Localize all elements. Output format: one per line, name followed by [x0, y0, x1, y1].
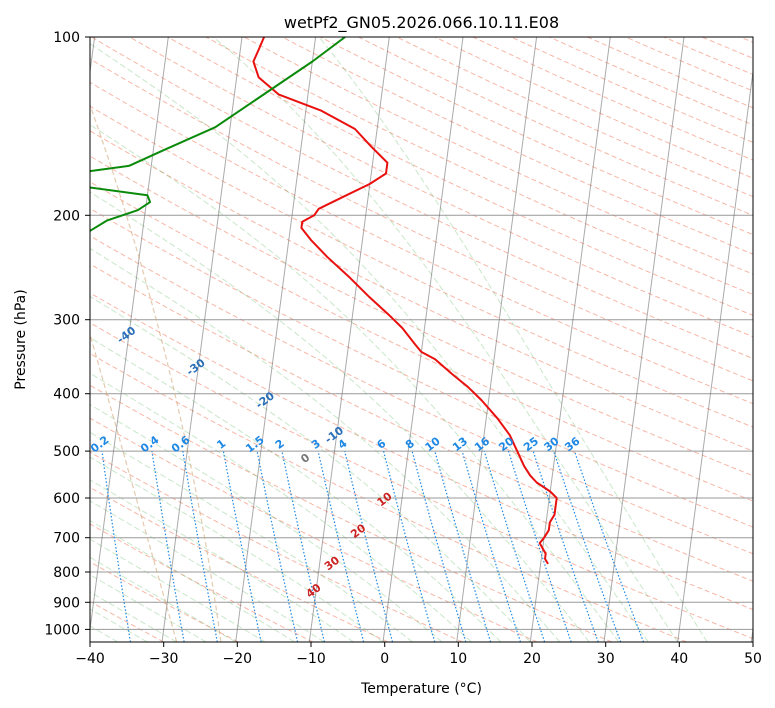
moist-adiabat — [90, 124, 620, 642]
temperature-profile — [252, 37, 558, 565]
dry-adiabat — [358, 37, 753, 216]
isotherm-gridline — [603, 37, 685, 642]
isotherm-gridline — [235, 37, 317, 642]
mixing-ratio-line — [483, 450, 546, 642]
y-tick-label: 500 — [53, 444, 80, 460]
moist-adiabat — [90, 247, 561, 642]
x-tick-label: 30 — [597, 651, 615, 667]
mixing-ratio-line — [383, 450, 436, 642]
mixing-ratio-line — [281, 450, 325, 642]
dry-adiabat — [90, 292, 753, 611]
moist-adiabat — [90, 556, 236, 642]
moist-adiabat — [90, 43, 649, 642]
dry-adiabat — [472, 37, 753, 161]
isotherm-gridline — [677, 68, 753, 642]
mixing-ratio-line — [553, 450, 622, 642]
y-tick-label: 400 — [53, 387, 80, 403]
y-tick-label: 600 — [53, 491, 80, 507]
moist-adiabat — [90, 456, 384, 642]
x-tick-label: −20 — [223, 651, 253, 667]
y-axis: 1000 900 800 700 600 500 400 300 200 100 — [44, 30, 90, 638]
moist-adiabat — [90, 479, 354, 642]
dry-adiabat — [282, 37, 753, 255]
moist-adiabat — [318, 37, 708, 642]
mixing-ratio-line — [317, 450, 365, 642]
dry-adiabat — [90, 523, 314, 642]
x-tick-label: −10 — [296, 651, 326, 667]
x-axis-label: Temperature (°C) — [360, 681, 482, 697]
mixing-ratio-line — [461, 450, 522, 642]
dry-adiabat — [90, 486, 388, 642]
dry-adiabat — [90, 81, 753, 405]
isotherm-gridline — [382, 37, 464, 642]
isotherm-gridline — [308, 37, 390, 642]
mixing-ratio-line — [222, 450, 262, 642]
x-tick-label: 20 — [523, 651, 541, 667]
y-tick-label: 100 — [53, 30, 80, 46]
dry-adiabat — [90, 322, 753, 640]
x-tick-label: 40 — [670, 651, 688, 667]
moist-adiabat — [90, 574, 207, 642]
mixing-ratio-line — [256, 450, 299, 642]
y-tick-label: 800 — [53, 565, 80, 581]
chart-title: wetPf2_GN05.2026.066.10.11.E08 — [284, 13, 559, 33]
dry-adiabat — [90, 155, 753, 477]
x-tick-label: −40 — [75, 651, 105, 667]
dry-adiabat — [167, 37, 753, 316]
dry-adiabat — [90, 263, 753, 582]
moist-adiabat — [90, 295, 531, 642]
dry-adiabat — [90, 105, 753, 428]
y-tick-label: 200 — [53, 208, 80, 224]
dry-adiabat — [129, 37, 753, 338]
y-tick-label: 1000 — [44, 622, 80, 638]
mixing-ratio-line — [411, 450, 467, 642]
mixing-ratio-line — [573, 450, 645, 642]
dry-adiabat — [90, 207, 753, 528]
mixing-ratio-line — [532, 450, 599, 642]
dry-adiabat — [90, 235, 753, 555]
y-tick-label: 900 — [53, 595, 80, 611]
isotherm-gridline — [456, 37, 538, 642]
y-tick-label: 700 — [53, 531, 80, 547]
dry-adiabat — [510, 37, 753, 143]
dry-adiabat — [90, 352, 687, 642]
x-axis: −40 −30 −20 −10 0 10 20 30 40 50 — [75, 642, 762, 667]
moist-adiabat — [90, 372, 472, 642]
plot-frame — [89, 36, 754, 643]
isotherm-gridline — [529, 37, 611, 642]
x-tick-label: −30 — [149, 651, 179, 667]
isotherm-gridline — [161, 37, 243, 642]
moist-adiabat — [90, 403, 443, 642]
x-tick-label: 10 — [449, 651, 467, 667]
mixing-ratio-line — [507, 450, 572, 642]
moist-adiabat — [90, 337, 502, 642]
moist-adiabat — [90, 191, 590, 642]
moist-adiabat — [90, 520, 295, 642]
x-tick-label: 50 — [744, 651, 762, 667]
dry-adiabat — [320, 37, 753, 236]
x-tick-label: 0 — [380, 651, 389, 667]
y-tick-label: 300 — [53, 313, 80, 329]
dry-adiabat — [205, 37, 753, 296]
moist-adiabat — [90, 538, 266, 642]
dry-adiabat — [90, 58, 753, 382]
y-axis-label: Pressure (hPa) — [13, 289, 29, 389]
dgz-curve — [90, 103, 222, 642]
plot-area: 0.10.20.40.611.52346810131620253036-100-… — [90, 37, 753, 642]
isotherm-gridline — [90, 37, 169, 633]
dgz-curve — [90, 332, 178, 642]
mixing-ratio-line — [434, 450, 492, 642]
mixing-ratio-line — [344, 450, 394, 642]
moist-adiabat — [90, 591, 177, 642]
moist-adiabat — [212, 37, 679, 642]
